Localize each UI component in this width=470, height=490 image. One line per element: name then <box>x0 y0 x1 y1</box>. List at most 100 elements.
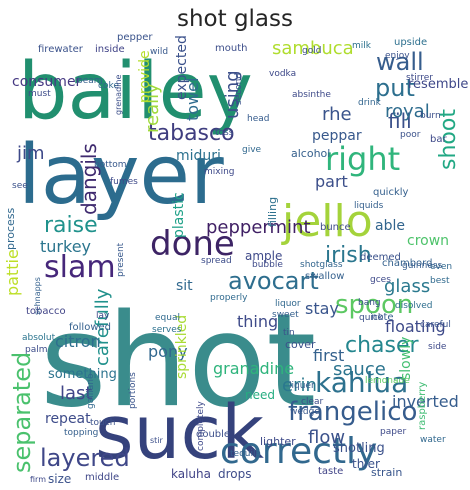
word-bailey: bailey <box>18 47 253 137</box>
word-raspberry: raspberry <box>417 382 428 430</box>
word-turkey: turkey <box>40 237 91 256</box>
word-dangils: dangils <box>77 143 101 215</box>
word-frangelico: frangelico <box>288 397 417 427</box>
word-properly: properly <box>210 293 248 303</box>
word-floating: floating <box>385 317 446 336</box>
word-stay: stay <box>305 299 339 318</box>
word-something: something <box>48 367 117 382</box>
word-present: present <box>116 242 126 277</box>
word-bunce: bunce <box>320 222 351 233</box>
word-disolved: disolved <box>395 301 433 311</box>
word-tabasco: tabasco <box>148 121 235 146</box>
word-clear: clear <box>301 397 324 407</box>
word-absolut: absolut <box>22 333 56 343</box>
word-towel: towel <box>183 78 202 121</box>
word-firewater: firewater <box>38 44 84 55</box>
word-grenadine: grenadine <box>114 75 123 115</box>
word-middle: middle <box>85 472 119 483</box>
word-gces: gces <box>370 275 391 285</box>
word-inverted: inverted <box>392 392 459 411</box>
word-process: process <box>4 207 17 250</box>
word-note: note <box>371 312 394 323</box>
word-best: best <box>430 276 450 286</box>
word-mouth: mouth <box>215 43 247 54</box>
word-separated: separated <box>8 352 36 473</box>
word-suck: suck <box>95 390 264 476</box>
word-wild: wild <box>150 47 168 57</box>
word-thing: thing <box>237 312 278 331</box>
word-deemed: deemed <box>360 252 401 263</box>
word-cover: cover <box>285 338 316 351</box>
word-chaser: chaser <box>345 333 420 358</box>
word-inside: inside <box>95 44 125 55</box>
word-sauce: sauce <box>333 359 386 380</box>
word-using: using <box>222 70 243 119</box>
word-bottom: bottom <box>94 160 127 170</box>
word-miduri: miduri <box>176 148 221 164</box>
word-irish: irish <box>325 243 372 268</box>
word-royal: royal <box>385 101 430 122</box>
word-swallow: swallow <box>305 271 344 282</box>
word-quickly: quickly <box>373 187 409 198</box>
word-chambord: chambord <box>382 258 432 269</box>
word-sambuca: sambuca <box>272 38 354 59</box>
word-serves: serves <box>152 325 182 335</box>
word-correctly: correctly <box>220 431 377 472</box>
word-liquids: liquids <box>354 201 384 211</box>
word-expected: expected <box>174 35 190 100</box>
word-kaluha: kaluha <box>171 467 211 481</box>
word-milk: milk <box>352 41 372 51</box>
word-second: second <box>234 73 244 105</box>
word-alcohol: alcohol <box>291 147 330 160</box>
word-lemonade: lemonade <box>365 376 410 386</box>
word-resemble: resemble <box>408 77 468 92</box>
word-kahlua: kahlua <box>315 366 408 399</box>
word-carefully: carefully <box>92 288 113 366</box>
word-shotling: shotling <box>333 441 385 456</box>
word-fumes: fumes <box>110 177 138 187</box>
word-sweet: sweet <box>272 310 299 320</box>
word-layered: layered <box>40 444 130 472</box>
word-need: need <box>245 388 275 402</box>
word-head: head <box>247 114 269 124</box>
word-jello: jello <box>281 196 373 247</box>
word-firm: firm <box>30 475 46 484</box>
word-ample: ample <box>245 249 282 263</box>
word-schnapps: schnapps <box>33 277 42 315</box>
word-done: done <box>150 224 235 264</box>
word-lighter: lighter <box>260 435 296 448</box>
word-layer: layer <box>18 128 224 223</box>
word-part: part <box>315 172 348 191</box>
word-see: see <box>12 181 28 191</box>
word-side: side <box>428 342 447 352</box>
word-erin: erin <box>282 375 317 396</box>
word-rhe: rhe <box>322 104 352 125</box>
word-tequila: tequila <box>230 449 261 459</box>
word-absinthe: absinthe <box>292 90 331 100</box>
word-quick: quick <box>359 313 384 323</box>
word-bubble: bubble <box>252 260 283 270</box>
word-equal: equal <box>155 313 180 323</box>
word-liquor: liquor <box>275 299 301 309</box>
word-enjoy: enjoy <box>385 51 410 61</box>
word-able: able <box>375 218 405 234</box>
word-crown: crown <box>407 233 449 249</box>
word-completely: completely <box>196 400 206 451</box>
word-repeat: repeat <box>45 411 91 427</box>
word-even: even <box>430 262 452 272</box>
word-water: water <box>420 435 446 445</box>
word-burn: burn <box>420 111 441 121</box>
word-galliano: galliano <box>86 373 96 409</box>
word-tobacco: tobacco <box>26 306 66 317</box>
word-peppermint: peppermint <box>206 217 311 238</box>
word-stirrer: stirrer <box>406 73 433 83</box>
word-last: last <box>60 383 92 404</box>
word-granadine: granadine <box>213 359 294 378</box>
word-fill: fill <box>388 109 412 133</box>
word-put: put <box>375 74 415 102</box>
word-first: first <box>313 346 344 365</box>
word-give: give <box>242 145 262 155</box>
word-must: must <box>28 89 51 99</box>
word-really: really <box>142 83 163 133</box>
